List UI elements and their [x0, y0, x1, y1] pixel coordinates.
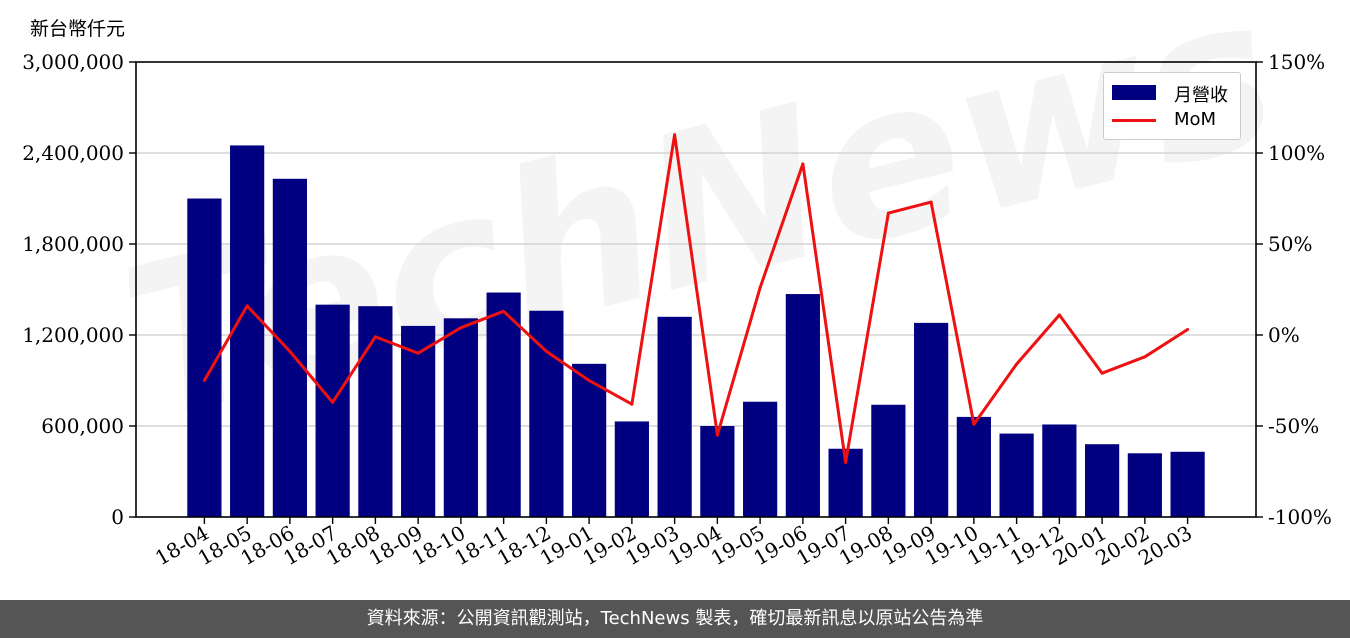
right-tick-label: -50% — [1268, 414, 1319, 438]
bar-18-12 — [529, 310, 564, 517]
mom-point-18-10 — [459, 326, 463, 330]
mom-line-series — [202, 133, 1190, 464]
bar-19-04 — [700, 426, 735, 517]
mom-point-19-06 — [801, 162, 805, 166]
mom-line — [203, 133, 1189, 464]
bar-19-06 — [785, 294, 820, 517]
legend-line-label: MoM — [1174, 109, 1217, 130]
mom-point-19-12 — [1057, 313, 1061, 317]
mom-point-18-05 — [245, 304, 249, 308]
mom-point-19-05 — [758, 286, 762, 290]
mom-point-19-01 — [587, 379, 591, 382]
bar-18-10 — [443, 318, 478, 517]
source-footer: 資料來源：公開資訊觀測站，TechNews 製表，確切最新訊息以原站公告為準 — [0, 600, 1350, 638]
left-tick-label: 600,000 — [41, 414, 124, 438]
bar-20-01 — [1085, 444, 1120, 517]
bar-19-05 — [743, 401, 778, 517]
bar-19-09 — [914, 322, 949, 517]
right-tick-label: 0% — [1268, 323, 1300, 347]
mom-point-18-12 — [544, 349, 548, 353]
mom-point-19-03 — [673, 133, 677, 137]
legend-line-swatch — [1112, 119, 1156, 122]
plot-frame — [135, 61, 1257, 518]
left-tick-label: 2,400,000 — [22, 141, 124, 165]
mom-point-19-07 — [844, 460, 848, 464]
y-axis-unit-label: 新台幣仟元 — [30, 18, 126, 40]
legend-bar-swatch — [1112, 85, 1156, 100]
left-tick-label: 1,800,000 — [22, 232, 124, 256]
mom-point-18-11 — [502, 309, 506, 313]
mom-point-19-04 — [715, 433, 719, 437]
left-tick-label: 1,200,000 — [22, 323, 124, 347]
left-tick-label: 0 — [111, 505, 124, 529]
mom-point-18-07 — [331, 400, 335, 404]
bar-20-03 — [1170, 451, 1205, 517]
bar-19-10 — [956, 416, 991, 517]
mom-point-19-10 — [972, 422, 976, 426]
bar-19-08 — [871, 404, 906, 517]
mom-point-20-01 — [1100, 371, 1104, 375]
bar-19-11 — [999, 433, 1034, 517]
left-tick-label: 3,000,000 — [22, 50, 124, 74]
bar-18-07 — [315, 304, 350, 517]
legend-item-bar: 月營收 — [1112, 79, 1236, 106]
mom-point-19-08 — [886, 211, 890, 215]
mom-point-18-06 — [288, 349, 292, 353]
revenue-chart: TechNews 0600,0001,200,0001,800,0002,400… — [22, 0, 1332, 570]
right-tick-label: 150% — [1268, 50, 1325, 74]
bar-19-03 — [657, 316, 692, 517]
legend-bar-label: 月營收 — [1174, 85, 1228, 106]
bar-19-01 — [572, 363, 607, 517]
bar-19-02 — [614, 421, 649, 517]
mom-point-19-02 — [630, 402, 634, 406]
right-tick-label: 50% — [1268, 232, 1312, 256]
mom-point-18-09 — [416, 351, 420, 355]
bar-18-09 — [401, 325, 436, 517]
bar-18-05 — [230, 145, 265, 517]
legend: 月營收 MoM — [1103, 72, 1241, 140]
legend-item-line: MoM — [1112, 107, 1236, 133]
bar-18-06 — [272, 178, 307, 518]
bar-18-11 — [486, 292, 521, 517]
mom-point-19-11 — [1015, 362, 1019, 366]
right-tick-label: -100% — [1268, 505, 1332, 529]
mom-point-20-03 — [1186, 328, 1190, 332]
bar-20-02 — [1127, 453, 1162, 517]
right-tick-label: 100% — [1268, 141, 1325, 165]
mom-point-18-08 — [373, 335, 377, 339]
mom-point-20-02 — [1143, 355, 1147, 359]
bar-19-12 — [1042, 424, 1077, 517]
mom-point-19-09 — [929, 200, 933, 204]
mom-point-18-04 — [202, 379, 206, 382]
